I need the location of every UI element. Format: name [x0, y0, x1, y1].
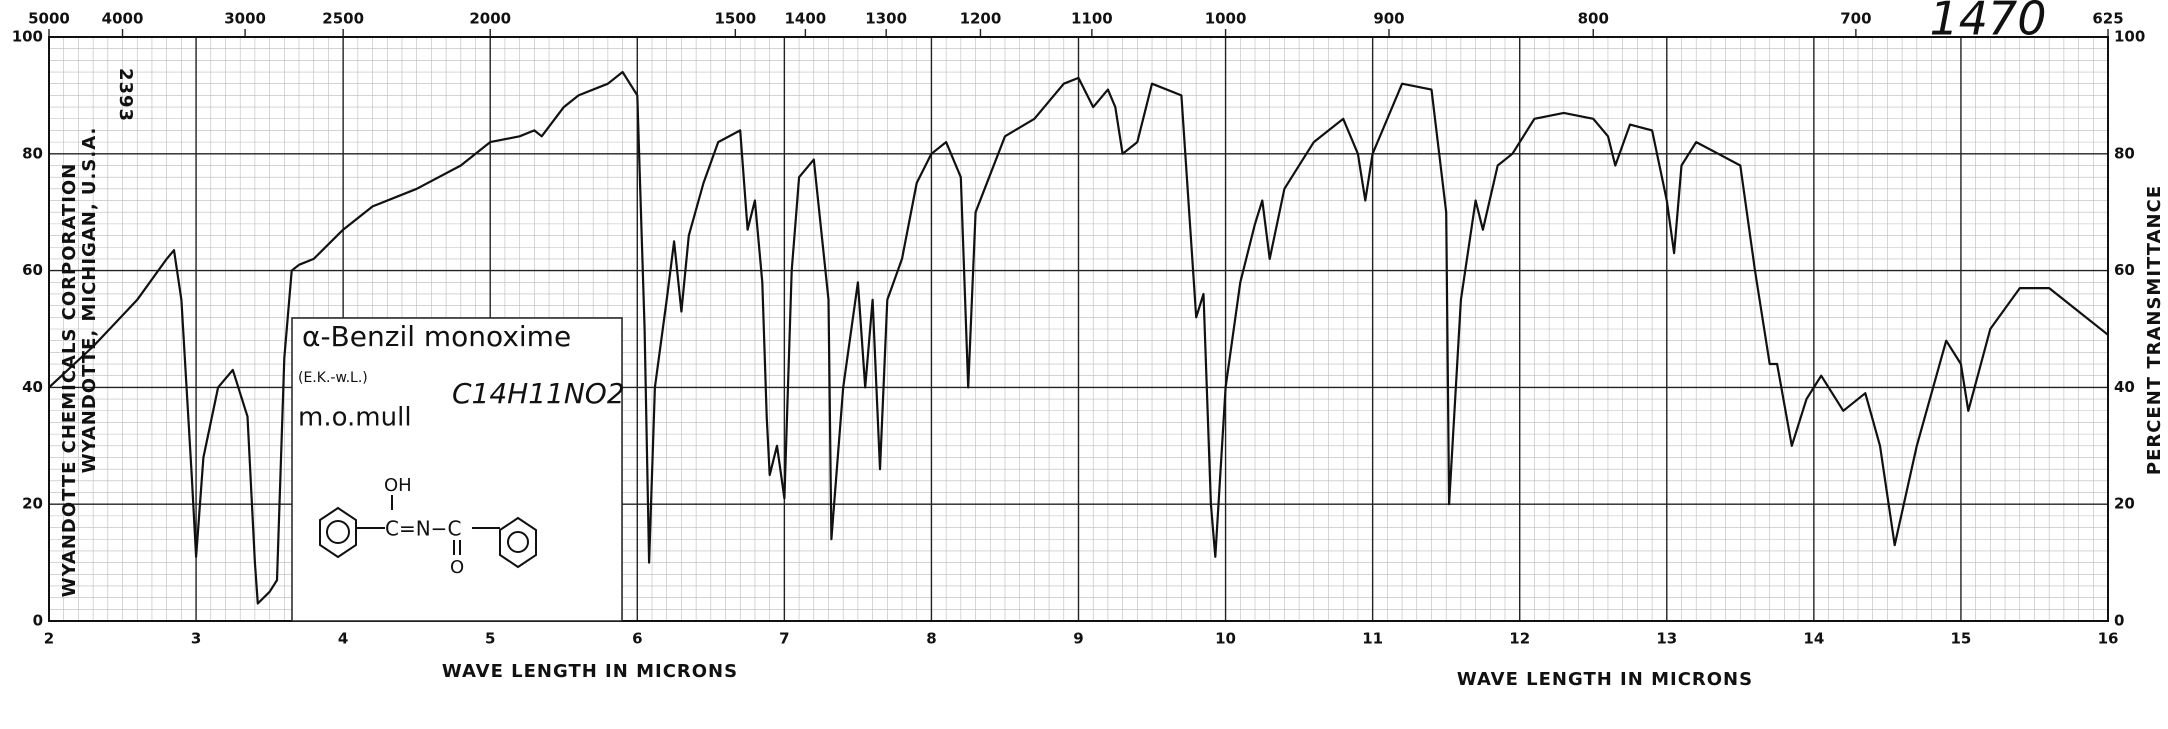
y2-tick-label: 40: [2114, 378, 2135, 396]
source: (E.K.-w.L.): [298, 370, 368, 386]
x2-tick-label: 2000: [469, 10, 511, 28]
company: WYANDOTTE CHEMICALS CORPORATION: [59, 163, 80, 598]
x2-tick-label: 2500: [322, 10, 364, 28]
svg-text:OH: OH: [384, 475, 412, 496]
x2-tick-label: 1400: [784, 10, 826, 28]
x2-tick-label: 4000: [102, 10, 144, 28]
spectrum-line: [48, 70, 2109, 605]
x2-tick-label: 800: [1578, 10, 1609, 28]
sample-card: [291, 317, 623, 622]
x2-tick-label: 1200: [960, 10, 1002, 28]
x2-tick-label: 1000: [1205, 10, 1247, 28]
location: WYANDOTTE, MICHIGAN, U.S.A.: [79, 127, 100, 474]
y-tick-label: 100: [12, 28, 43, 46]
formula: C14H11NO2: [452, 377, 625, 410]
y2-tick-label: 60: [2114, 261, 2135, 279]
x-tick-label: 10: [1215, 630, 1236, 648]
x-tick-label: 9: [1073, 630, 1083, 648]
x-tick-label: 8: [926, 630, 936, 648]
chart-number: 2393: [115, 68, 136, 122]
compound: α-Benzil monoxime: [302, 320, 571, 353]
y2-tick-label: 80: [2114, 144, 2135, 162]
x-tick-label: 12: [1509, 630, 1530, 648]
x2-tick-label: 1500: [714, 10, 756, 28]
y-tick-label: 40: [22, 378, 43, 396]
x-tick-label: 6: [632, 630, 642, 648]
svg-text:C=N−C: C=N−C: [385, 517, 461, 541]
x-tick-label: 11: [1362, 630, 1383, 648]
x-tick-label: 5: [485, 630, 495, 648]
x-axis-title: WAVE LENGTH IN MICRONS: [442, 661, 738, 682]
sample-number: 1470: [1929, 0, 2046, 46]
x2-tick-label: 700: [1840, 10, 1871, 28]
structure: OH C=N−C O: [319, 475, 537, 578]
x2-tick-label: 625: [2092, 10, 2123, 28]
x2-tick-label: 1100: [1071, 10, 1113, 28]
y2-tick-label: 20: [2114, 495, 2135, 513]
x-tick-label: 3: [191, 630, 201, 648]
y2-tick-label: 0: [2114, 612, 2124, 630]
y-tick-label: 0: [33, 612, 43, 630]
phase: m.o.mull: [298, 403, 412, 433]
x2-tick-label: 1300: [865, 10, 907, 28]
x2-tick-label: 3000: [224, 10, 266, 28]
x-tick-label: 2: [44, 630, 54, 648]
x-tick-label: 14: [1803, 630, 1824, 648]
plot-frame: [48, 36, 2109, 622]
x-axis-title: WAVE LENGTH IN MICRONS: [1457, 669, 1753, 690]
svg-text:O: O: [450, 557, 464, 578]
x2-tick-label: 900: [1373, 10, 1404, 28]
x-tick-label: 13: [1656, 630, 1677, 648]
y-tick-label: 80: [22, 144, 43, 162]
y-tick-label: 60: [22, 261, 43, 279]
y2-tick-label: 100: [2114, 28, 2145, 46]
x-tick-label: 15: [1950, 630, 1971, 648]
x2-tick-label: 5000: [28, 10, 70, 28]
y-tick-label: 20: [22, 495, 43, 513]
y-axis-title: PERCENT TRANSMITTANCE: [2144, 185, 2165, 475]
x-tick-label: 7: [779, 630, 789, 648]
x-tick-label: 16: [2098, 630, 2119, 648]
x-tick-label: 4: [338, 630, 348, 648]
